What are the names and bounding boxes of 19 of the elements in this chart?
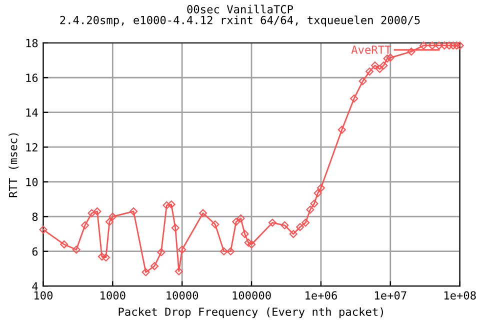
x-tick-label: 1e+07: [375, 291, 406, 300]
x-tick-label: 100000: [232, 291, 271, 300]
x-axis-title: Packet Drop Frequency (Every nth packet): [118, 307, 383, 318]
y-tick-label: 12: [26, 143, 38, 152]
x-tick-label: 100: [34, 291, 53, 300]
y-tick-label: 16: [26, 74, 38, 82]
x-tick-label: 10000: [166, 291, 198, 300]
x-tick-label: 1e+08: [444, 291, 476, 300]
legend-label: AveRTT: [351, 46, 391, 54]
y-tick-label: 14: [26, 108, 38, 117]
y-tick-label: 10: [26, 178, 38, 186]
x-tick-label: 1000: [100, 291, 126, 300]
chart-title: 00sec VanillaTCP 2.4.20smp, e1000-4.4.12 rxint 64/64, txqueuelen 2000/5: [60, 4, 420, 26]
y-tick-label: 8: [32, 212, 38, 222]
y-tick-label: 18: [26, 38, 38, 48]
x-tick-label: 1e+06: [306, 291, 337, 300]
y-tick-label: 6: [32, 247, 38, 256]
y-axis-title: RTT (msec): [8, 133, 19, 198]
y-tick-label: 4: [32, 282, 38, 290]
